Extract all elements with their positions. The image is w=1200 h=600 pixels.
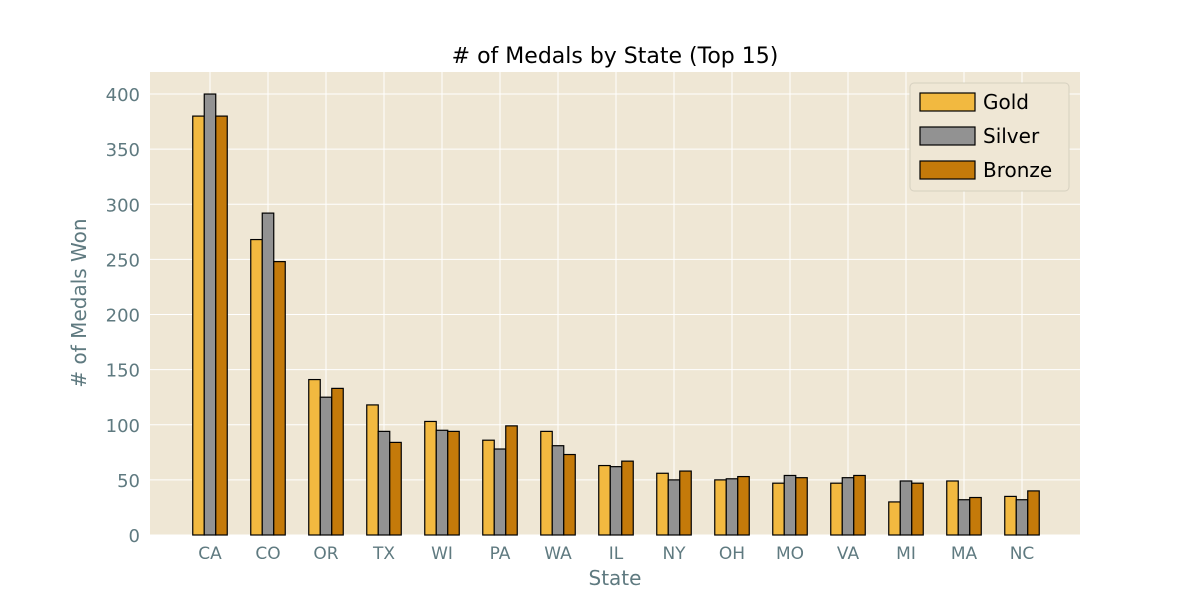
y-tick-label: 350 bbox=[106, 140, 140, 161]
legend-label-gold: Gold bbox=[983, 90, 1029, 114]
y-tick-label: 300 bbox=[106, 195, 140, 216]
bar-silver-tx bbox=[377, 430, 391, 536]
bar-silver-mi bbox=[899, 480, 913, 536]
bar-gold-ma bbox=[946, 480, 959, 536]
bar-gold-tx bbox=[366, 404, 379, 536]
x-axis-ticks: CA CO OR TX WI PA WA IL NY OH MO VA MI MA NC bbox=[198, 544, 1034, 564]
bar-silver-va bbox=[841, 477, 855, 536]
legend-swatch-bronze bbox=[919, 160, 976, 180]
bar-gold-mi bbox=[888, 501, 901, 536]
x-tick-label: PA bbox=[490, 544, 511, 564]
bar-silver-or bbox=[319, 396, 333, 536]
x-tick-label: NY bbox=[662, 544, 686, 564]
bar-silver-oh bbox=[725, 478, 739, 536]
bar-gold-ca bbox=[192, 115, 205, 536]
bar-bronze-or bbox=[331, 387, 344, 536]
legend-swatch-gold bbox=[919, 92, 976, 112]
x-axis-label: State bbox=[589, 566, 642, 590]
bar-bronze-mo bbox=[795, 477, 808, 536]
x-tick-label: WA bbox=[544, 544, 572, 564]
bar-bronze-va bbox=[853, 474, 866, 536]
bar-gold-mo bbox=[772, 482, 785, 536]
bar-silver-wi bbox=[435, 429, 449, 536]
bar-gold-ny bbox=[656, 472, 669, 536]
x-tick-label: MI bbox=[896, 544, 916, 564]
x-tick-label: WI bbox=[431, 544, 453, 564]
bar-bronze-ny bbox=[679, 470, 692, 536]
bars bbox=[192, 93, 1040, 536]
bar-silver-ny bbox=[667, 479, 681, 536]
bar-silver-nc bbox=[1015, 499, 1029, 536]
bar-silver-mo bbox=[783, 474, 797, 536]
bar-gold-or bbox=[308, 378, 321, 536]
bar-gold-il bbox=[598, 464, 611, 536]
bar-bronze-pa bbox=[505, 425, 518, 536]
chart-title: # of Medals by State (Top 15) bbox=[452, 44, 779, 69]
x-tick-label: MA bbox=[951, 544, 978, 564]
x-tick-label: CO bbox=[255, 544, 280, 564]
bar-bronze-mi bbox=[911, 482, 924, 536]
bar-gold-co bbox=[250, 238, 263, 536]
x-tick-label: CA bbox=[198, 544, 222, 564]
bar-silver-pa bbox=[493, 448, 507, 536]
bar-gold-wi bbox=[424, 420, 437, 536]
bar-silver-co bbox=[261, 212, 275, 536]
y-axis-ticks: 0 50 100 150 200 250 300 350 400 bbox=[106, 85, 140, 547]
y-tick-label: 400 bbox=[106, 85, 140, 106]
bar-silver-il bbox=[609, 466, 623, 536]
bar-silver-wa bbox=[551, 445, 565, 536]
y-tick-label: 0 bbox=[129, 526, 140, 547]
legend: Gold Silver Bronze bbox=[909, 82, 1070, 192]
x-tick-label: MO bbox=[776, 544, 804, 564]
bar-silver-ma bbox=[957, 499, 971, 536]
bar-bronze-co bbox=[273, 261, 286, 536]
x-tick-label: IL bbox=[609, 544, 624, 564]
bar-bronze-wi bbox=[447, 430, 460, 536]
x-tick-label: OR bbox=[313, 544, 338, 564]
bar-gold-pa bbox=[482, 439, 495, 536]
bar-bronze-ma bbox=[969, 496, 982, 536]
bar-bronze-wa bbox=[563, 453, 576, 536]
legend-swatch-silver bbox=[919, 126, 976, 146]
y-tick-label: 150 bbox=[106, 361, 140, 382]
x-tick-label: TX bbox=[372, 544, 395, 564]
x-tick-label: OH bbox=[719, 544, 745, 564]
y-tick-label: 50 bbox=[117, 471, 140, 492]
bar-silver-ca bbox=[203, 93, 217, 536]
y-tick-label: 250 bbox=[106, 250, 140, 271]
bar-gold-nc bbox=[1004, 495, 1017, 536]
bar-bronze-nc bbox=[1027, 490, 1040, 536]
y-axis-label: # of Medals Won bbox=[67, 218, 91, 387]
bar-bronze-tx bbox=[389, 441, 402, 536]
bar-gold-wa bbox=[540, 430, 553, 536]
legend-label-silver: Silver bbox=[983, 124, 1040, 148]
x-tick-label: NC bbox=[1010, 544, 1035, 564]
bar-bronze-il bbox=[621, 460, 634, 536]
bar-gold-oh bbox=[714, 479, 727, 536]
bar-bronze-ca bbox=[215, 115, 228, 536]
x-tick-label: VA bbox=[837, 544, 860, 564]
bar-bronze-oh bbox=[737, 475, 750, 536]
legend-label-bronze: Bronze bbox=[983, 158, 1052, 182]
bar-gold-va bbox=[830, 482, 843, 536]
y-tick-label: 200 bbox=[106, 306, 140, 327]
y-tick-label: 100 bbox=[106, 416, 140, 437]
